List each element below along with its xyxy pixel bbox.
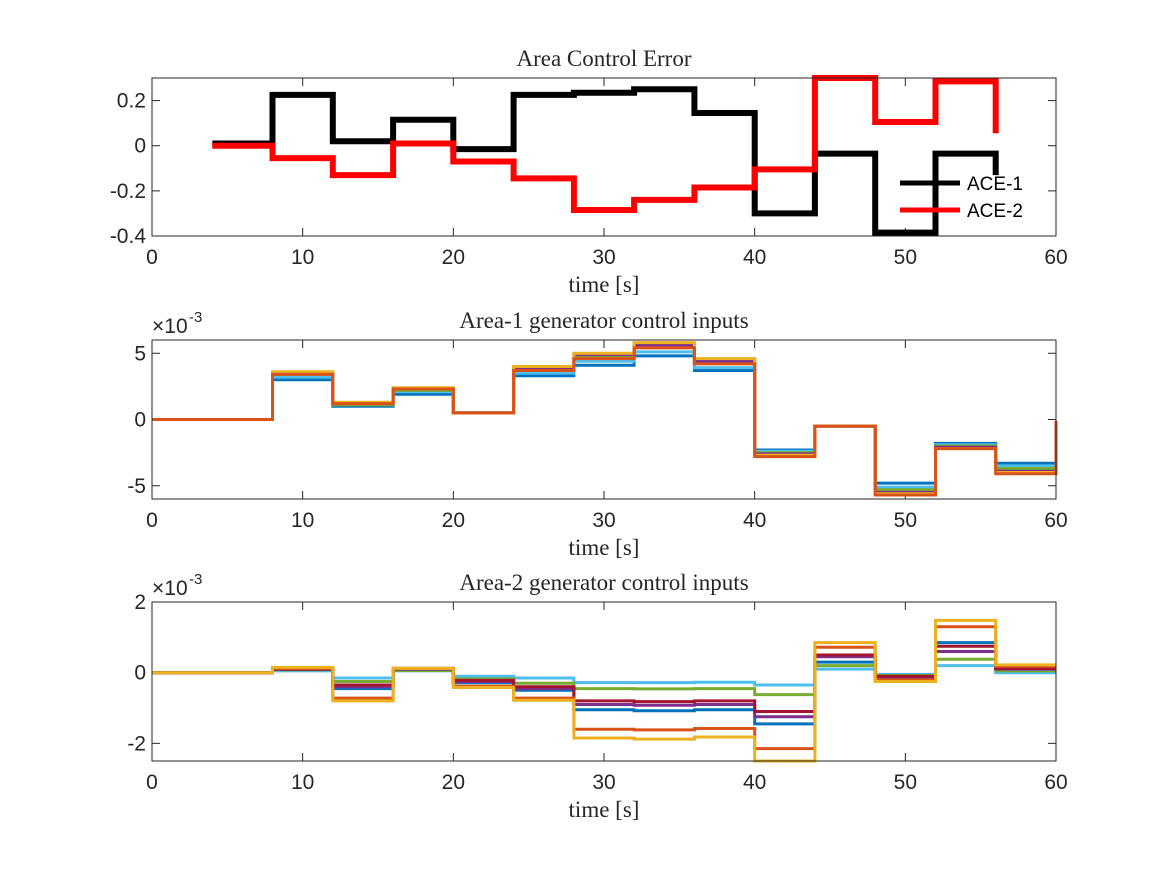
chart-title: Area-1 generator control inputs <box>459 308 748 333</box>
svg-text:×10: ×10 <box>152 577 188 600</box>
x-tick-label: 0 <box>146 246 158 269</box>
y-tick-label: 0 <box>134 135 146 158</box>
x-tick-label: 60 <box>1044 246 1067 269</box>
y-tick-label: -0.2 <box>110 180 146 203</box>
y-exponent-value: -3 <box>189 309 202 326</box>
y-exponent-value: -3 <box>189 571 202 588</box>
x-tick-label: 60 <box>1044 509 1067 532</box>
plot-frame <box>151 77 1057 237</box>
series-line-6 <box>152 625 1056 751</box>
x-tick-label: 50 <box>894 246 917 269</box>
series-ace-2 <box>212 75 999 213</box>
x-tick-label: 10 <box>291 246 314 269</box>
series-lines <box>152 618 1056 763</box>
y-tick-label: -5 <box>127 475 146 498</box>
x-tick-label: 30 <box>592 509 615 532</box>
x-axis-label: time [s] <box>569 535 640 560</box>
x-tick-label: 60 <box>1044 771 1067 794</box>
x-tick-label: 50 <box>894 509 917 532</box>
x-tick-label: 10 <box>291 771 314 794</box>
series-line-6 <box>152 346 1058 497</box>
area1-chart: 0 10 20 30 40 50 60-505 Area-1 generator contr… <box>127 308 1067 560</box>
y-tick-label: 2 <box>134 591 146 614</box>
x-tick-label: 40 <box>743 246 766 269</box>
x-tick-label: 30 <box>592 246 615 269</box>
x-tick-label: 10 <box>291 509 314 532</box>
series-line-5 <box>152 644 1056 713</box>
x-tick-label: 20 <box>442 509 465 532</box>
x-tick-label: 40 <box>743 509 766 532</box>
x-tick-label: 30 <box>592 771 615 794</box>
series-lines <box>212 75 999 236</box>
y-exponent: ×10 -3 <box>152 309 202 338</box>
x-axis-label: time [s] <box>569 797 640 822</box>
series-line-7 <box>152 618 1056 763</box>
series-ace-1 <box>212 86 999 236</box>
y-exponent: ×10 -3 <box>152 571 202 600</box>
y-tick-label: 0 <box>134 409 146 432</box>
plot-frame <box>151 339 1057 500</box>
series-lines <box>152 341 1058 497</box>
y-tick-label: 0.2 <box>117 90 146 113</box>
area2-chart: 0 10 20 30 40 50 60-202 Area-2 generator contr… <box>127 570 1067 822</box>
y-tick-label: 5 <box>134 342 146 365</box>
axis-ticks: 0 10 20 30 40 50 60 -0.4 -0.2 0 0.2 <box>110 78 1068 269</box>
x-tick-label: 20 <box>442 246 465 269</box>
legend-label-ace-2: ACE-2 <box>967 201 1023 222</box>
y-tick-label: 0 <box>134 662 146 685</box>
legend: ACE-1 ACE-2 <box>900 174 1023 222</box>
legend-label-ace-1: ACE-1 <box>967 174 1023 195</box>
x-tick-label: 0 <box>146 771 158 794</box>
x-tick-label: 20 <box>442 771 465 794</box>
x-tick-label: 0 <box>146 509 158 532</box>
svg-text:×10: ×10 <box>152 315 188 338</box>
x-tick-label: 40 <box>743 771 766 794</box>
y-tick-label: -0.4 <box>110 225 147 248</box>
x-axis-label: time [s] <box>569 272 640 297</box>
plot-frame <box>151 601 1057 762</box>
ace-chart: 0 10 20 30 40 50 60 -0.4 -0.2 0 0.2 Area Control E… <box>110 46 1068 297</box>
axis-ticks: 0 10 20 30 40 50 60-202 <box>127 591 1067 794</box>
chart-title: Area Control Error <box>517 46 692 71</box>
y-tick-label: -2 <box>127 732 146 755</box>
chart-title: Area-2 generator control inputs <box>459 570 748 595</box>
x-tick-label: 50 <box>894 771 917 794</box>
